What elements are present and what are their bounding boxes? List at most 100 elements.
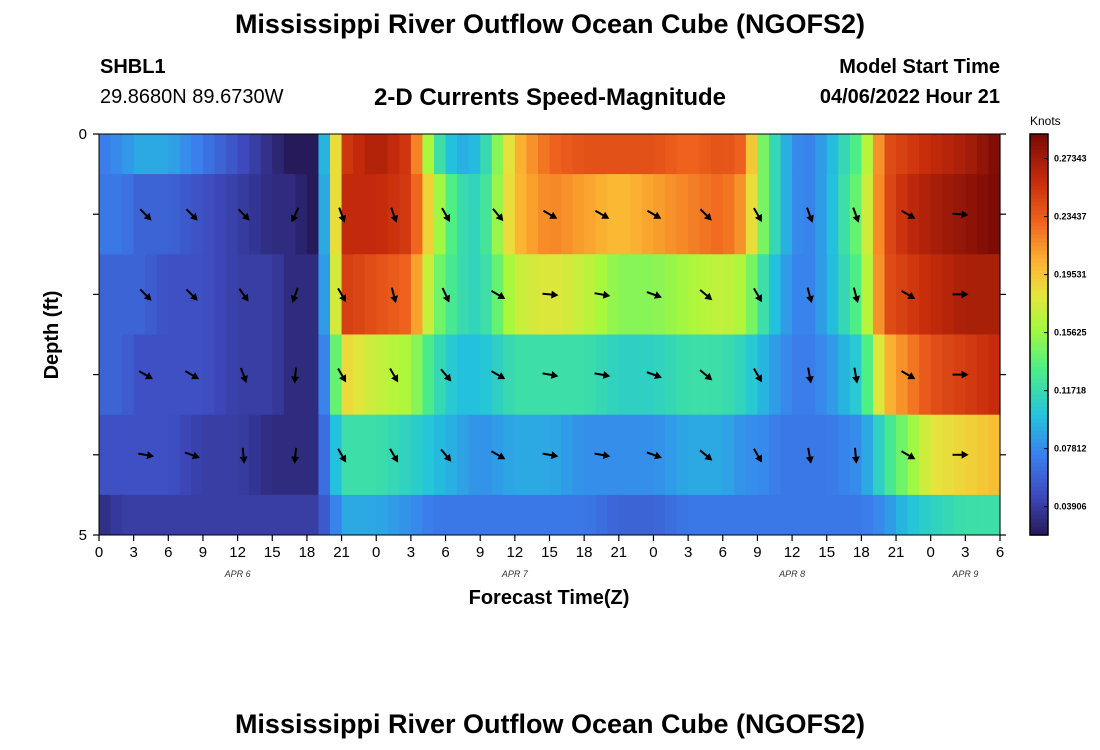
- heatmap-cell: [110, 494, 123, 536]
- colorbar-cell: [1030, 406, 1048, 412]
- colorbar-cell: [1030, 482, 1048, 488]
- heatmap-cell: [122, 494, 135, 536]
- heatmap-cell: [272, 494, 285, 536]
- heatmap-cell: [410, 414, 424, 496]
- heatmap-cell: [202, 414, 216, 496]
- heatmap-cell: [503, 334, 516, 416]
- current-vector: [852, 287, 860, 304]
- x-tick-label: 12: [507, 544, 524, 561]
- heatmap-cell: [145, 334, 158, 416]
- colorbar-cell: [1030, 230, 1048, 235]
- heatmap-cell: [584, 174, 597, 255]
- heatmap-cell: [676, 254, 689, 335]
- heatmap-cell: [665, 254, 678, 335]
- heatmap-cell: [653, 334, 666, 416]
- current-vector: [492, 208, 504, 222]
- heatmap-cell: [653, 254, 666, 335]
- heatmap-cell: [330, 134, 343, 175]
- heatmap-cell: [815, 134, 828, 175]
- heatmap-cell: [283, 254, 296, 335]
- heatmap-cell: [965, 334, 978, 416]
- heatmap-cell: [884, 334, 897, 416]
- heatmap-cell: [526, 334, 539, 416]
- heatmap-cell: [665, 174, 678, 255]
- heatmap-cell: [849, 134, 862, 175]
- x-tick-label: 21: [610, 544, 627, 561]
- heatmap-cell: [919, 494, 932, 536]
- heatmap-cell: [653, 134, 666, 175]
- heatmap-cell: [607, 134, 620, 175]
- current-vector: [390, 207, 398, 223]
- heatmap-cell: [688, 334, 701, 416]
- heatmap-cell: [191, 414, 204, 496]
- current-vector: [389, 368, 399, 383]
- heatmap-cell: [988, 174, 1001, 255]
- heatmap-cell: [757, 254, 770, 335]
- heatmap-cell: [861, 414, 874, 496]
- heatmap-cell: [156, 254, 169, 335]
- heatmap-cell: [872, 174, 886, 255]
- heatmap-cell: [295, 494, 308, 536]
- heatmap-cell: [699, 134, 712, 175]
- heatmap-cell: [445, 174, 458, 255]
- heatmap-cell: [341, 334, 354, 416]
- colorbar-cell: [1030, 358, 1048, 364]
- heatmap-cell: [688, 494, 701, 536]
- heatmap-cell: [410, 174, 424, 255]
- heatmap-cell: [711, 174, 724, 255]
- heatmap-cell: [884, 134, 897, 175]
- heatmap-cell: [872, 254, 886, 335]
- heatmap-cell: [572, 494, 585, 536]
- heatmap-cell: [734, 174, 747, 255]
- heatmap-cell: [861, 334, 874, 416]
- heatmap-cell: [734, 414, 747, 496]
- colorbar-cell: [1030, 382, 1048, 388]
- heatmap-cell: [930, 254, 943, 335]
- heatmap-cell: [665, 134, 678, 175]
- colorbar-cell: [1030, 426, 1048, 432]
- heatmap-cell: [272, 134, 285, 175]
- heatmap-cell: [838, 134, 851, 175]
- heatmap-cell: [826, 494, 839, 536]
- colorbar-cell: [1030, 290, 1048, 295]
- heatmap-cell: [768, 254, 782, 335]
- heatmap-cell: [665, 494, 678, 536]
- colorbar-cell: [1030, 346, 1048, 352]
- current-vector: [594, 290, 611, 299]
- station-coords: 29.8680N 89.6730W: [100, 86, 284, 108]
- heatmap-cell: [295, 414, 308, 496]
- model-start-label: Model Start Time: [839, 56, 1000, 78]
- colorbar-cell: [1030, 422, 1048, 428]
- heatmap: [99, 134, 1001, 536]
- colorbar-cell: [1030, 386, 1048, 392]
- heatmap-cell: [226, 494, 239, 536]
- heatmap-cell: [179, 494, 193, 536]
- heatmap-cell: [353, 494, 366, 536]
- heatmap-cell: [526, 174, 539, 255]
- page-title: Mississippi River Outflow Ocean Cube (NG…: [234, 9, 866, 39]
- heatmap-cell: [907, 174, 920, 255]
- colorbar-cell: [1030, 146, 1048, 151]
- colorbar-cell: [1030, 166, 1048, 171]
- heatmap-cell: [399, 254, 412, 335]
- heatmap-cell: [156, 414, 169, 496]
- colorbar-cell: [1030, 274, 1048, 279]
- heatmap-cell: [745, 134, 759, 175]
- heatmap-cell: [249, 414, 262, 496]
- heatmap-cell: [745, 414, 759, 496]
- heatmap-cell: [815, 254, 828, 335]
- heatmap-cell: [457, 134, 470, 175]
- current-vector: [646, 209, 662, 219]
- heatmap-cell: [942, 414, 955, 496]
- x-tick-label: 9: [476, 544, 484, 561]
- heatmap-cell: [584, 134, 597, 175]
- colorbar-cell: [1030, 362, 1048, 368]
- heatmap-cell: [872, 414, 886, 496]
- heatmap-cell: [110, 414, 123, 496]
- y-tick-label: 5: [79, 527, 87, 544]
- heatmap-cell: [468, 414, 481, 496]
- heatmap-cell: [745, 334, 759, 416]
- heatmap-cell: [630, 334, 643, 416]
- heatmap-cell: [306, 134, 320, 175]
- heatmap-cell: [919, 334, 932, 416]
